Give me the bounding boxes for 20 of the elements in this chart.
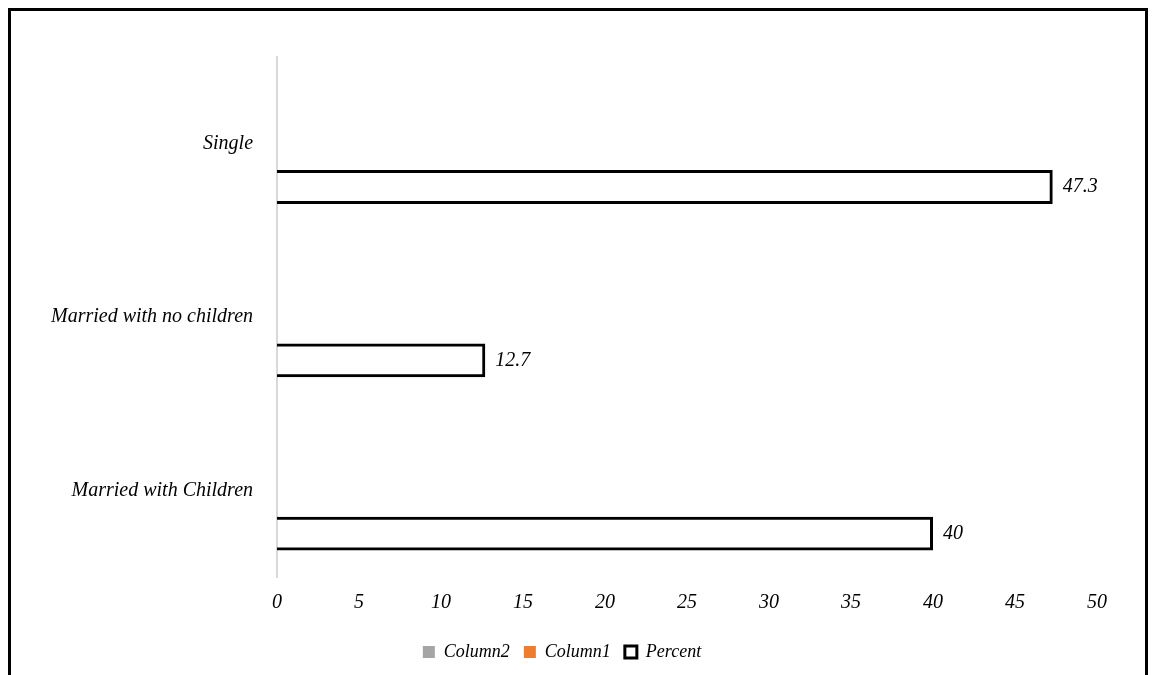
legend-label: Column2 (443, 640, 510, 661)
x-tick-label: 10 (431, 590, 452, 613)
x-tick-label: 50 (1087, 590, 1107, 613)
data-label: 40 (943, 520, 963, 543)
legend-label: Percent (644, 640, 703, 661)
x-tick-label: 15 (513, 590, 534, 613)
y-tick-label: Married with Children (70, 477, 254, 500)
y-tick-label: Married with no children (49, 304, 254, 327)
data-label: 47.3 (1062, 174, 1098, 197)
data-label: 12.7 (495, 347, 532, 370)
x-tick-label: 30 (758, 590, 780, 613)
y-tick-label: Single (203, 130, 254, 154)
x-tick-label: 35 (840, 590, 862, 613)
x-tick-label: 20 (595, 590, 616, 613)
x-tick-label: 25 (677, 590, 698, 613)
legend-label: Column1 (544, 640, 611, 661)
x-tick-label: 5 (354, 590, 365, 613)
x-tick-label: 40 (923, 590, 943, 613)
x-tick-label: 0 (272, 590, 283, 613)
x-tick-label: 45 (1005, 590, 1025, 613)
